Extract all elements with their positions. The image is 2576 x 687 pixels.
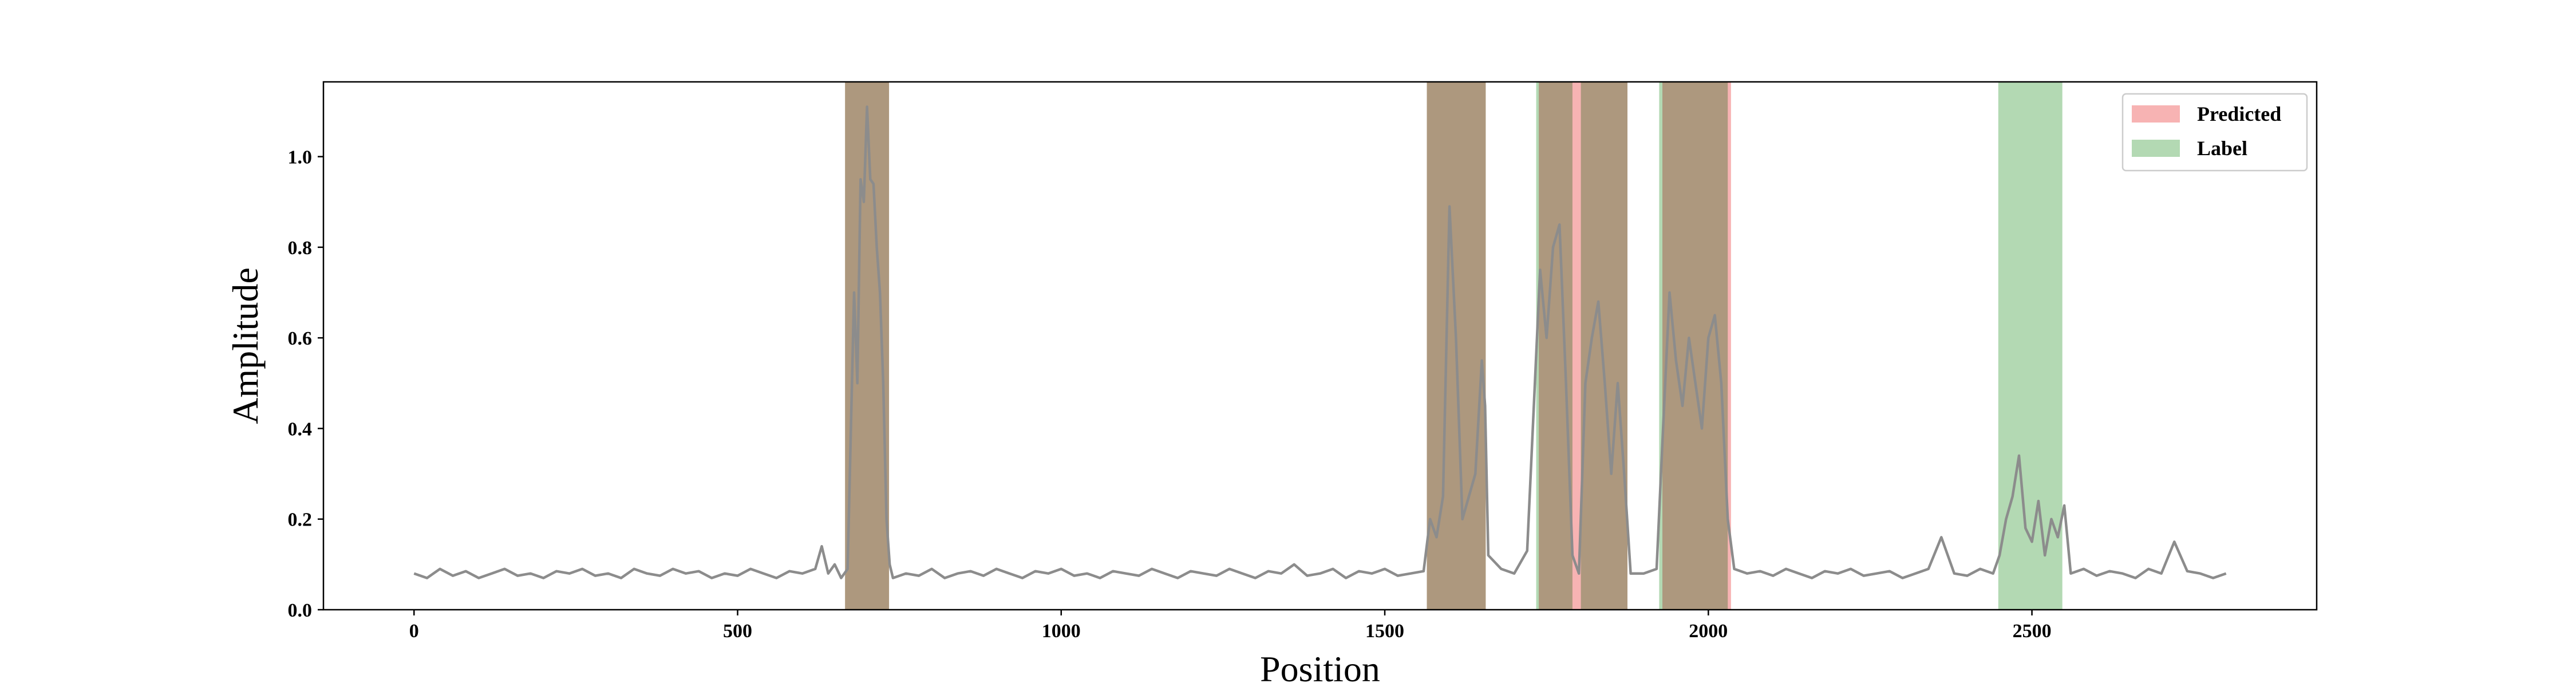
y-tick-label: 0.6 (288, 328, 313, 349)
region-span (1581, 82, 1627, 610)
legend-swatch (2132, 140, 2180, 157)
x-tick-label: 1000 (1042, 621, 1081, 642)
y-tick-label: 0.0 (288, 600, 313, 621)
x-tick-label: 0 (409, 621, 419, 642)
legend-swatch (2132, 105, 2180, 123)
y-tick-label: 0.8 (288, 238, 313, 259)
data-line (413, 105, 2227, 579)
legend-label: Label (2197, 137, 2247, 160)
y-tick-label: 0.4 (288, 418, 313, 440)
plot-frame (322, 81, 2318, 611)
y-axis-label: Amplitude (225, 267, 266, 424)
x-tick-label: 500 (723, 621, 752, 642)
x-tick-label: 2500 (2013, 621, 2052, 642)
y-tick-label: 0.2 (288, 510, 313, 531)
y-tick-label: 1.0 (288, 147, 313, 168)
legend: Predicted Label (2121, 93, 2308, 172)
x-tick-label: 2000 (1689, 621, 1728, 642)
legend-label: Predicted (2197, 102, 2281, 125)
x-tick-label: 1500 (1365, 621, 1404, 642)
region-span (1536, 82, 1573, 610)
regions (845, 82, 2063, 610)
x-axis-label: Position (1260, 649, 1380, 687)
region-span (1998, 82, 2063, 610)
region-span (1659, 82, 1728, 610)
